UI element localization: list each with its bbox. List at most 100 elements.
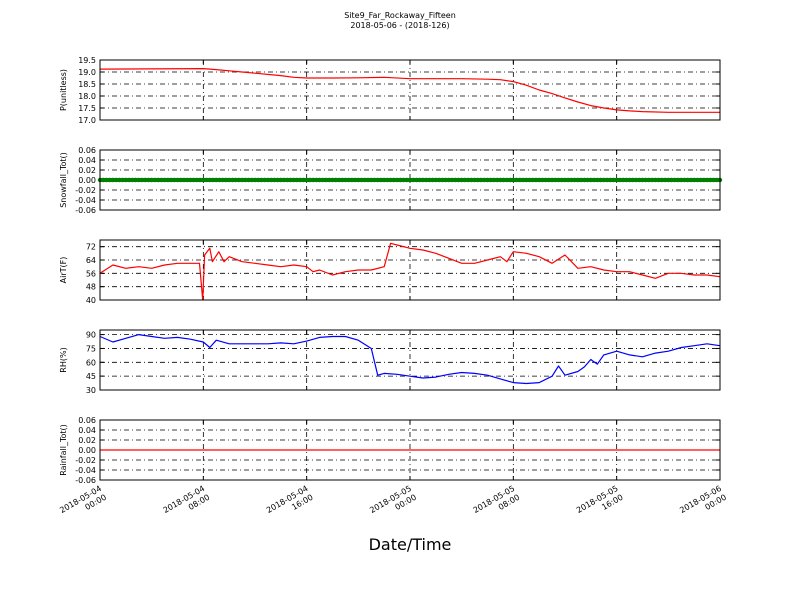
data-point <box>272 177 277 183</box>
data-point <box>456 177 461 183</box>
x-tick-label: 2018-05-0416:00 <box>265 484 315 524</box>
data-point <box>320 177 326 183</box>
data-point <box>482 177 487 183</box>
data-point <box>256 177 261 183</box>
data-point <box>294 177 300 183</box>
data-point <box>653 177 658 183</box>
y-tick-label: 45 <box>86 372 96 381</box>
panels: 17.0 17.5 18.0 18.5 19.0 19.5 P(unitless) -0.06… <box>59 56 723 485</box>
data-point <box>172 177 177 183</box>
axes-frame <box>99 239 721 301</box>
data-point <box>259 177 264 183</box>
data-point <box>381 177 387 183</box>
data-point <box>611 177 616 183</box>
x-axis-label: Date/Time <box>369 535 452 554</box>
data-point <box>714 177 719 183</box>
data-point <box>536 177 542 183</box>
data-point <box>301 177 306 183</box>
panel-1: -0.06-0.04-0.020.000.020.040.06 Snowfall_… <box>59 146 723 215</box>
x-tick-labels: 2018-05-0400:00 2018-05-0408:00 2018-05-04… <box>58 484 728 524</box>
data-point <box>365 177 371 183</box>
data-point <box>362 177 367 183</box>
y-tick-label: 19.5 <box>78 56 96 65</box>
data-point <box>181 177 187 183</box>
data-point <box>685 177 690 183</box>
y-tick-label: 0.02 <box>78 166 96 175</box>
data-point <box>540 177 545 183</box>
data-point <box>194 177 200 183</box>
data-point <box>407 177 413 183</box>
data-point <box>288 177 293 183</box>
data-point <box>349 177 355 183</box>
data-point <box>136 177 141 183</box>
y-tick-label: 56 <box>86 269 96 278</box>
data-point <box>323 177 329 183</box>
data-point <box>637 177 642 183</box>
data-point <box>246 177 251 183</box>
y-tick-label: 75 <box>86 344 96 353</box>
data-point <box>695 177 700 183</box>
data-point <box>585 177 590 183</box>
data-point <box>226 177 232 183</box>
y-axis-label: AirT(F) <box>59 257 68 284</box>
axes-frame <box>99 59 721 121</box>
data-point <box>507 177 513 183</box>
data-point <box>401 177 406 183</box>
data-point <box>298 177 303 183</box>
data-point <box>126 177 132 183</box>
data-point <box>662 177 668 183</box>
data-point <box>524 177 529 183</box>
data-point <box>666 177 671 183</box>
data-point <box>378 177 384 183</box>
data-point <box>369 177 374 183</box>
data-point <box>117 177 122 183</box>
series-line <box>99 242 721 301</box>
y-tick-label: -0.04 <box>75 196 96 205</box>
y-tick-label: 0.00 <box>78 446 96 455</box>
data-point <box>708 177 713 183</box>
panel-3: 30 45 60 75 90 RH(%) <box>59 329 721 395</box>
x-tick-label: 2018-05-0508:00 <box>472 484 522 524</box>
data-point <box>275 177 280 183</box>
data-point <box>220 177 225 183</box>
data-point <box>265 177 271 183</box>
x-tick-label: 2018-05-0408:00 <box>162 484 212 524</box>
x-tick-label: 2018-05-0400:00 <box>58 484 108 524</box>
data-point <box>682 177 687 183</box>
data-point <box>310 177 316 183</box>
data-point <box>327 177 332 183</box>
data-point <box>420 177 426 183</box>
data-point <box>649 177 655 183</box>
data-point <box>443 177 448 183</box>
y-tick-label: 19.0 <box>78 68 96 77</box>
data-point <box>104 177 109 183</box>
axes-frame <box>99 419 721 481</box>
data-point <box>491 177 497 183</box>
data-point <box>314 177 319 183</box>
data-point <box>691 177 697 183</box>
data-point <box>107 177 112 183</box>
data-point <box>633 177 639 183</box>
data-point <box>204 177 209 183</box>
y-tick-label: 18.5 <box>78 80 96 89</box>
data-point <box>398 177 403 183</box>
data-point <box>188 177 193 183</box>
data-point <box>546 177 552 183</box>
data-point <box>162 177 167 183</box>
data-point <box>527 177 532 183</box>
data-point <box>640 177 645 183</box>
y-tick-label: 17.5 <box>78 104 96 113</box>
data-point <box>511 177 516 183</box>
data-point <box>123 177 129 183</box>
data-point <box>578 177 584 183</box>
data-point <box>120 177 125 183</box>
y-axis-label: Rainfall_Tot() <box>59 424 68 476</box>
data-point <box>149 177 154 183</box>
series-line <box>99 67 720 113</box>
data-point <box>394 177 400 183</box>
data-point <box>601 177 606 183</box>
data-point <box>133 177 138 183</box>
data-point <box>562 177 568 183</box>
data-point <box>233 177 238 183</box>
data-point <box>514 177 519 183</box>
